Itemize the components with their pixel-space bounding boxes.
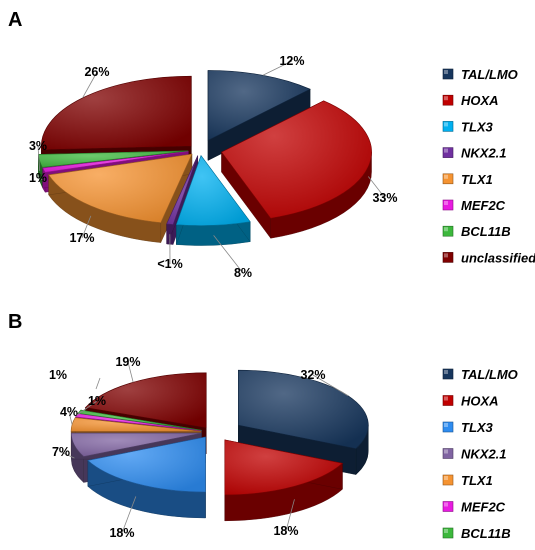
legend-label-tlx1: TLX1 xyxy=(461,473,493,488)
data-label-hoxa: 33% xyxy=(372,191,397,205)
legend-item-tal-lmo: TAL/LMO xyxy=(442,67,518,82)
leader-line-tal-lmo xyxy=(312,374,349,397)
legend-label-tal-lmo: TAL/LMO xyxy=(461,367,518,382)
legend-item-tal-lmo: TAL/LMO xyxy=(442,367,518,382)
data-label-bcl11b: 1% xyxy=(49,368,67,382)
slice-tlx3 xyxy=(87,436,206,493)
slice-nkx2-1 xyxy=(166,155,199,225)
slice-tlx1 xyxy=(48,153,193,223)
panel-b-legend: TAL/LMO HOXA TLX3 NKX2.1 TLX1 MEF2C BCL11B xyxy=(442,367,518,541)
leader-line-hoxa xyxy=(285,499,295,532)
legend-label-mef2c: MEF2C xyxy=(461,500,506,515)
legend-item-tlx3: TLX3 xyxy=(442,119,494,134)
leader-line-tal-lmo xyxy=(262,60,293,76)
data-label-tlx1: 4% xyxy=(60,405,78,419)
legend-label-bcl11b: BCL11B xyxy=(461,224,511,239)
legend-label-unclassified: unclassified xyxy=(461,250,535,265)
data-label-tal-lmo: 32% xyxy=(300,368,325,382)
slice-hoxa xyxy=(221,100,372,219)
legend-item-hoxa: HOXA xyxy=(442,394,499,409)
leader-line-tlx3 xyxy=(121,496,137,534)
legend-item-nkx2-1: NKX2.1 xyxy=(442,146,507,161)
panel-a-letter: A xyxy=(8,9,22,31)
legend-item-bcl11b: BCL11B xyxy=(442,526,511,541)
slice-nkx2-1 xyxy=(70,432,202,457)
legend-item-tlx1: TLX1 xyxy=(442,473,493,488)
legend-item-tlx1: TLX1 xyxy=(442,172,493,187)
legend-label-nkx2-1: NKX2.1 xyxy=(461,447,507,462)
legend-item-nkx2-1: NKX2.1 xyxy=(442,447,507,462)
data-label-unclassified: 19% xyxy=(115,355,140,369)
legend-label-tlx3: TLX3 xyxy=(461,119,494,134)
legend-label-hoxa: HOXA xyxy=(461,394,499,409)
data-label-nkx2-1: <1% xyxy=(157,257,182,271)
slice-tlx1 xyxy=(70,417,202,432)
legend-label-bcl11b: BCL11B xyxy=(461,526,511,541)
data-label-tlx1: 17% xyxy=(69,231,94,245)
data-label-tlx3: 18% xyxy=(109,526,134,540)
slice-unclassified xyxy=(41,75,192,151)
leader-line-hoxa xyxy=(367,176,386,199)
legend-label-tlx3: TLX3 xyxy=(461,420,494,435)
leader-line-unclassified xyxy=(127,361,134,383)
legend-item-hoxa: HOXA xyxy=(442,93,499,108)
slice-bcl11b xyxy=(77,409,202,431)
data-label-unclassified: 26% xyxy=(84,65,109,79)
data-label-mef2c: 1% xyxy=(29,171,47,185)
data-label-hoxa: 18% xyxy=(273,524,298,538)
leader-line-tlx3 xyxy=(213,235,244,274)
legend-item-mef2c: MEF2C xyxy=(442,500,506,515)
leader-line-tlx1 xyxy=(81,215,92,239)
leader-line-bcl11b xyxy=(95,377,101,390)
data-label-mef2c: 1% xyxy=(88,394,106,408)
slice-mef2c xyxy=(42,151,189,173)
legend-item-tlx3: TLX3 xyxy=(442,420,494,435)
slice-unclassified xyxy=(84,372,207,429)
data-label-tal-lmo: 12% xyxy=(279,54,304,68)
panel-a-pie: 12% 33% 8% <1% 17% 1% 3% 26% xyxy=(29,54,398,280)
slice-hoxa xyxy=(224,439,344,496)
data-label-bcl11b: 3% xyxy=(29,139,47,153)
leader-line-bcl11b xyxy=(37,145,41,171)
leader-line-mef2c xyxy=(37,177,45,181)
legend-item-bcl11b: BCL11B xyxy=(442,224,511,239)
slice-tal-lmo xyxy=(238,369,369,449)
slice-mef2c xyxy=(75,413,202,431)
panel-b-letter: B xyxy=(8,311,22,333)
legend-label-mef2c: MEF2C xyxy=(461,198,506,213)
panel-b-pie: 32% 18% 18% 7% 4% 1% 19% 1% xyxy=(49,355,369,540)
legend-label-tlx1: TLX1 xyxy=(461,172,493,187)
slice-tlx3 xyxy=(175,154,251,226)
leader-line-unclassified xyxy=(82,71,98,99)
leader-line-tlx1 xyxy=(68,411,73,425)
leader-line-mef2c xyxy=(76,400,98,416)
legend-item-mef2c: MEF2C xyxy=(442,198,506,213)
legend-label-tal-lmo: TAL/LMO xyxy=(461,67,518,82)
data-label-nkx2-1: 7% xyxy=(52,445,70,459)
legend-label-nkx2-1: NKX2.1 xyxy=(461,146,507,161)
data-label-tlx3: 8% xyxy=(234,266,252,280)
panel-a-legend: TAL/LMO HOXA TLX3 NKX2.1 TLX1 MEF2C BCL11B uncl… xyxy=(442,67,535,265)
legend-label-hoxa: HOXA xyxy=(461,93,499,108)
leader-line-nkx2-1 xyxy=(60,451,75,459)
legend-item-unclassified: unclassified xyxy=(442,250,535,265)
